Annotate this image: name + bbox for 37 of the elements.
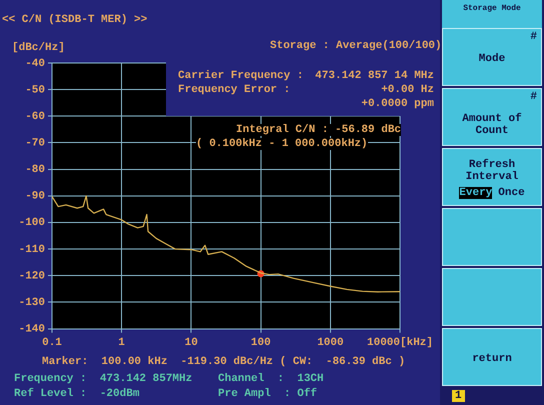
text: Ref Level : -20dBm xyxy=(14,388,140,400)
chart-subtitle: Storage : Average(100/100) xyxy=(270,40,442,52)
y-tick-label: -90 xyxy=(25,190,45,203)
text: Channel : 13CH xyxy=(218,373,324,385)
text: Pre Ampl : Off xyxy=(218,388,318,400)
annotation: Carrier Frequency : xyxy=(178,70,304,82)
y-tick-label: -50 xyxy=(25,84,45,96)
y-axis-title: [dBc/Hz] xyxy=(12,42,65,54)
y-tick-label: -100 xyxy=(18,217,45,230)
x-tick-label: 100 xyxy=(250,337,271,350)
chart-title: << C/N (ISDB-T MER) >> xyxy=(2,14,148,26)
y-tick-label: -80 xyxy=(25,164,45,176)
y-tick-label: -110 xyxy=(18,244,45,256)
y-tick-label: -130 xyxy=(18,296,45,309)
text: Frequency : 473.142 857MHz xyxy=(14,373,192,385)
annotation: Frequency Error : xyxy=(178,84,290,96)
x-tick-label: 0.1 xyxy=(42,337,62,350)
y-tick-label: -140 xyxy=(18,324,45,336)
softkey-button[interactable]: Refresh Interval Every Once xyxy=(442,148,542,206)
annotation: +0.0000 ppm xyxy=(361,98,434,110)
x-tick-label: 1 xyxy=(118,337,126,350)
softkey-button[interactable]: # Mode xyxy=(442,28,542,86)
text: Marker: 100.00 kHz -119.30 dBc/Hz ( CW: -86.39 dBc ) xyxy=(42,356,406,368)
annotation: Integral C/N : -56.89 dBc xyxy=(236,124,402,136)
x-tick-label: 1000 xyxy=(317,337,344,350)
y-tick-label: -40 xyxy=(25,58,45,70)
x-tick-label: 10000[kHz] xyxy=(366,337,434,350)
y-tick-label: -70 xyxy=(25,138,45,150)
softkey-button[interactable]: # Amount of Count xyxy=(442,88,542,146)
y-tick-label: -60 xyxy=(25,110,45,123)
annotation: +0.00 Hz xyxy=(381,84,434,96)
y-tick-label: -120 xyxy=(18,270,45,282)
annotation: 473.142 857 14 MHz xyxy=(315,70,434,82)
annotation: ( 0.100kHz - 1 000.000kHz) xyxy=(196,138,368,150)
softkey-panel: Storage Mode # Mode # Amount of Count Refresh Interval Every Once return 1 xyxy=(440,0,544,405)
x-tick-label: 10 xyxy=(184,337,198,350)
softkey-button[interactable]: return xyxy=(442,328,542,386)
